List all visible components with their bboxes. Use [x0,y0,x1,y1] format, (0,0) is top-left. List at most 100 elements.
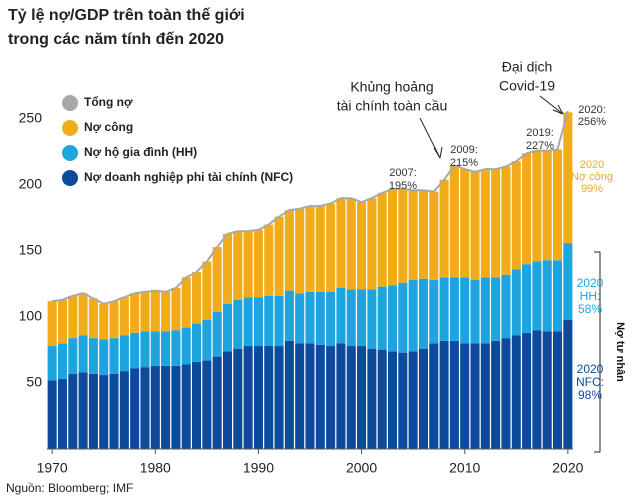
bar-segment [418,278,428,349]
bar-segment [491,340,501,449]
bar-segment [387,188,398,286]
arrow [419,117,441,159]
bar-segment [202,261,212,320]
annotation: HH: [580,289,601,303]
bar-segment [264,295,274,347]
legend-swatch [62,120,78,136]
bar-segment [130,332,140,369]
bar-segment [501,338,511,449]
bar-segment [68,295,78,339]
bar-segment [253,297,263,347]
bar-segment [233,299,243,349]
annotation: 2019: [526,127,554,139]
bar-segment [336,198,346,288]
x-tick-label: 2010 [449,460,480,476]
bar-segment [109,373,119,449]
bar-segment [532,150,542,262]
bar-segment [439,277,449,341]
bar-segment [88,338,98,374]
bar-segment [449,165,459,278]
bar-segment [274,216,284,296]
bar-segment [429,343,439,449]
bar-segment [336,287,346,344]
bar-segment [460,343,470,449]
bar-segment [130,293,140,333]
bar-segment [542,260,552,332]
bar-segment [99,303,109,340]
bar-segment [305,291,315,344]
annotation: Nợ công [571,171,613,183]
bar-segment [243,346,253,449]
bar-segment [563,243,573,320]
bar-segment [429,280,439,344]
annotation: 2020: [578,104,606,116]
bar-segment [78,293,88,336]
bar-segment [491,277,501,341]
bar-segment [377,286,387,350]
bar-segment [501,166,511,275]
bar-segment [47,301,57,347]
bar-segment [192,323,202,362]
bar-segment [171,287,181,331]
bar-segment [295,343,305,449]
annotation: 195% [389,180,417,192]
annotation: 227% [526,140,554,152]
bar-segment [161,365,171,449]
bar-segment [336,343,346,449]
bar-segment [305,206,315,292]
bar-segment [367,198,377,290]
y-tick-label: 100 [19,308,43,324]
bar-segment [346,198,356,290]
bar-segment [315,291,325,345]
bar-segment [161,291,171,332]
bar-segment [408,351,418,449]
bar-segment [99,339,109,376]
bar-segment [192,361,202,449]
legend-label: Nợ công [84,120,133,134]
bar-segment [47,380,57,449]
bar-segment [109,338,119,374]
bar-segment [501,274,511,339]
legend-swatch [62,95,78,111]
bar-segment [470,171,480,281]
bar-segment [284,210,294,291]
total-line [52,110,569,305]
bar-segment [491,169,501,278]
bar-segment [542,150,552,261]
annotation: Nợ tư nhân [614,322,626,382]
bar-segment [274,346,284,449]
x-tick-label: 1980 [140,460,171,476]
bar-segment [295,208,305,294]
bar-segment [346,346,356,449]
bar-segment [480,169,490,278]
annotation: 2009: [450,144,478,156]
bar-segment [150,331,160,366]
bar-segment [522,332,532,449]
annotation: tài chính toàn cầu [337,98,448,114]
annotation: NFC: [576,375,604,389]
bar-segment [57,299,68,344]
bar-segment [161,331,171,366]
bar-segment [140,331,150,368]
bar-segment [233,231,243,300]
bar-segment [171,330,181,366]
bar-segment [346,289,356,347]
bar-segment [109,301,119,339]
bar-segment [222,233,233,304]
annotation: 2007: [389,167,417,179]
bar-segment [449,340,459,449]
bar-segment [367,289,377,349]
legend-label: Nợ doanh nghiệp phi tài chính (NFC) [84,170,293,184]
annotation: Đại dịch [502,59,553,75]
bar-segment [212,247,222,312]
bar-segment [552,331,563,449]
bar-segment [222,351,233,449]
x-tick-label: 1990 [243,460,274,476]
bar-segment [532,261,542,331]
bar-segment [243,231,253,298]
bracket [594,251,601,453]
bar-segment [398,352,408,449]
bar-segment [522,264,532,333]
bar-segment [377,192,387,287]
chart-title: trong các năm tính đến 2020 [8,31,224,48]
